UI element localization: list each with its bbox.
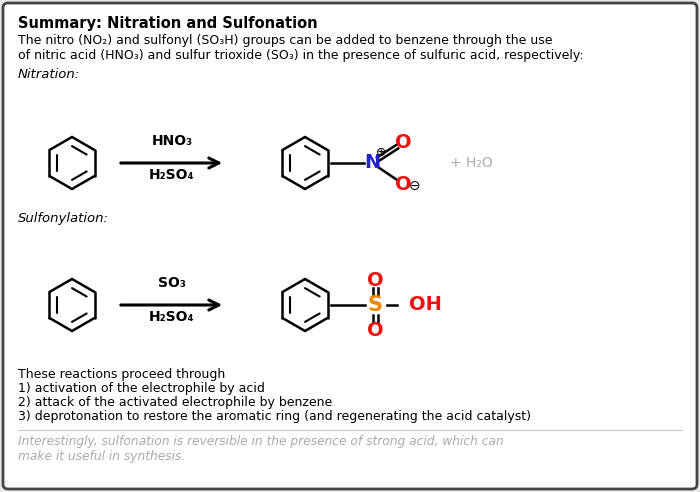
Text: O: O	[367, 320, 384, 339]
Text: S: S	[368, 295, 382, 315]
Text: 1) activation of the electrophile by acid: 1) activation of the electrophile by aci…	[18, 382, 265, 395]
Text: ⊕: ⊕	[376, 146, 386, 158]
Text: O: O	[367, 271, 384, 289]
Text: make it useful in synthesis.: make it useful in synthesis.	[18, 450, 186, 463]
Text: OH: OH	[409, 296, 442, 314]
Text: HNO₃: HNO₃	[151, 134, 192, 148]
Text: O: O	[395, 175, 412, 193]
Text: SO₃: SO₃	[158, 276, 186, 290]
Text: N: N	[364, 154, 380, 173]
Text: Interestingly, sulfonation is reversible in the presence of strong acid, which c: Interestingly, sulfonation is reversible…	[18, 435, 504, 448]
FancyBboxPatch shape	[3, 3, 697, 489]
Text: 2) attack of the activated electrophile by benzene: 2) attack of the activated electrophile …	[18, 396, 332, 409]
Text: ⊖: ⊖	[410, 179, 421, 193]
Text: O: O	[395, 133, 412, 153]
Text: Summary: Nitration and Sulfonation: Summary: Nitration and Sulfonation	[18, 16, 318, 31]
Text: Sulfonylation:: Sulfonylation:	[18, 212, 109, 225]
Text: + H₂O: + H₂O	[450, 156, 493, 170]
Text: H₂SO₄: H₂SO₄	[149, 168, 195, 182]
Text: 3) deprotonation to restore the aromatic ring (and regenerating the acid catalys: 3) deprotonation to restore the aromatic…	[18, 410, 531, 423]
Text: H₂SO₄: H₂SO₄	[149, 310, 195, 324]
Text: Nitration:: Nitration:	[18, 68, 80, 81]
Text: of nitric acid (HNO₃) and sulfur trioxide (SO₃) in the presence of sulfuric acid: of nitric acid (HNO₃) and sulfur trioxid…	[18, 49, 584, 62]
Text: The nitro (NO₂) and sulfonyl (SO₃H) groups can be added to benzene through the u: The nitro (NO₂) and sulfonyl (SO₃H) grou…	[18, 34, 552, 47]
Text: These reactions proceed through: These reactions proceed through	[18, 368, 225, 381]
